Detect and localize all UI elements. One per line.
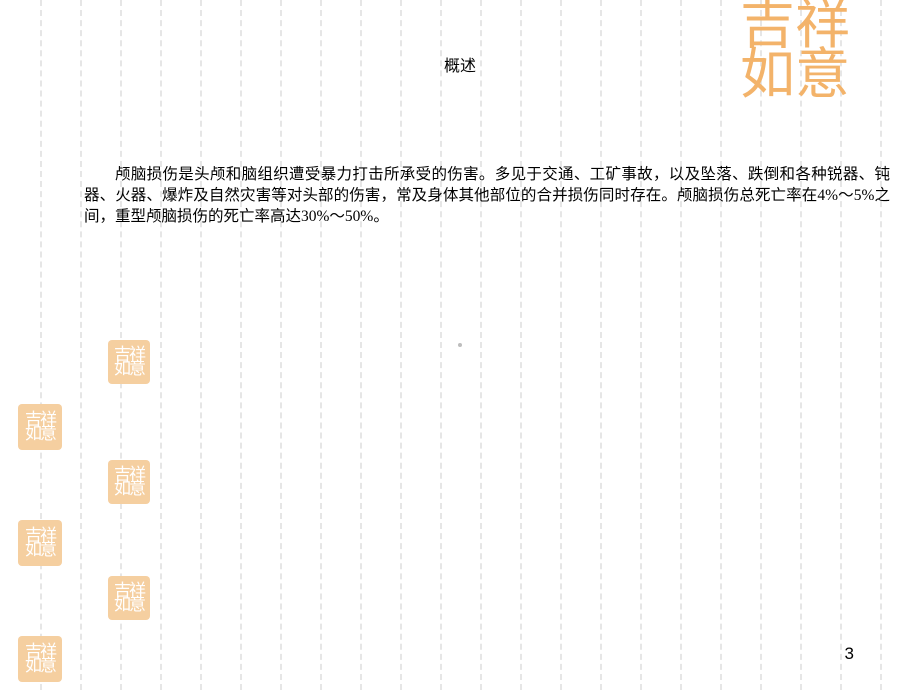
slide-body-text: 颅脑损伤是头颅和脑组织遭受暴力打击所承受的伤害。多见于交通、工矿事故，以及坠落、… <box>84 165 890 228</box>
slide-content: 概述 颅脑损伤是头颅和脑组织遭受暴力打击所承受的伤害。多见于交通、工矿事故，以及… <box>0 0 920 690</box>
center-marker <box>458 343 462 347</box>
slide-title: 概述 <box>0 52 920 76</box>
page-number: 3 <box>845 644 854 664</box>
